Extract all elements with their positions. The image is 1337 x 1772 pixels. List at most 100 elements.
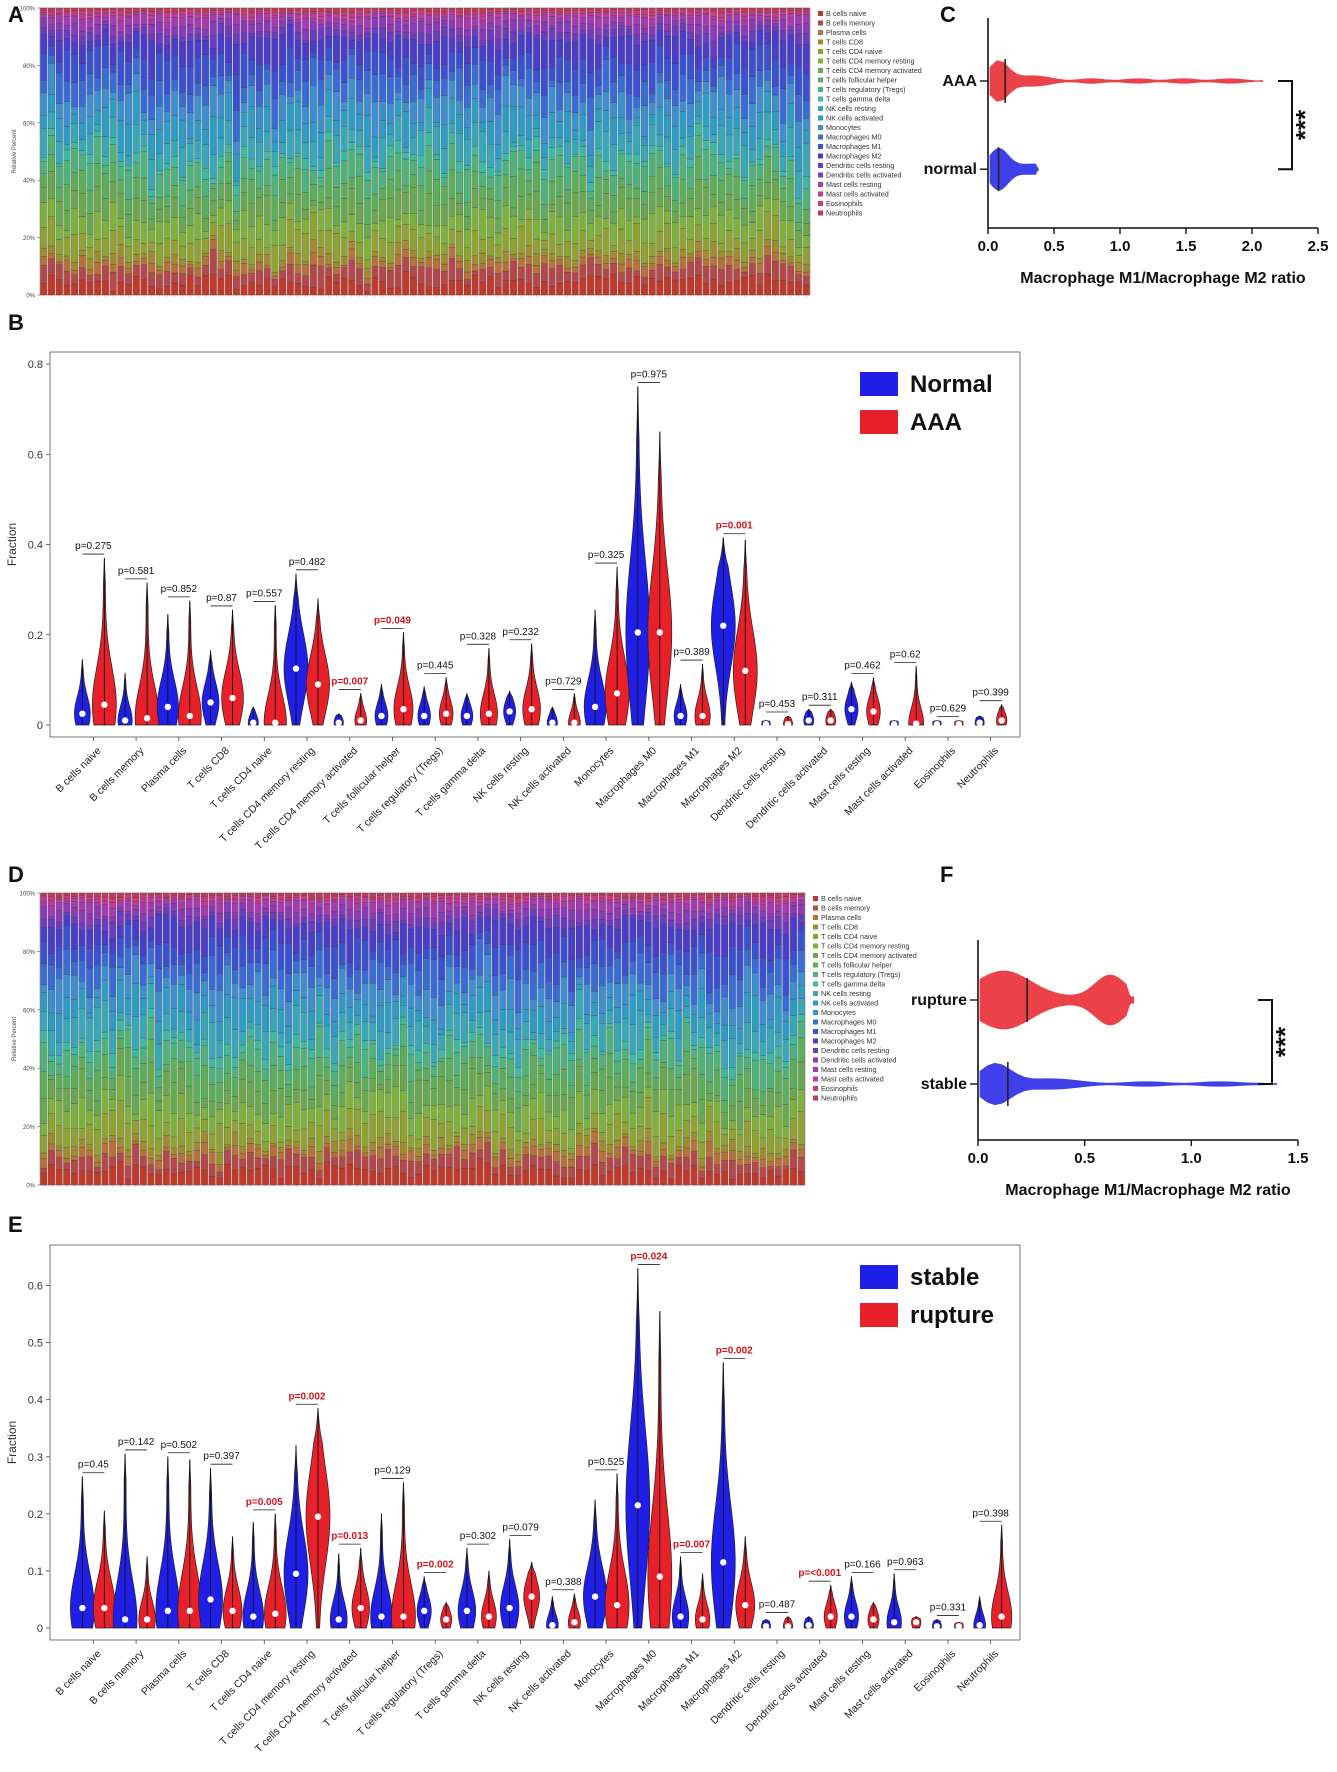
stacked-segment (484, 892, 491, 895)
stacked-segment (660, 1113, 667, 1144)
stacked-segment (63, 1049, 71, 1077)
stacked-segment (602, 30, 610, 38)
stacked-segment (717, 125, 725, 155)
stacked-segment (648, 153, 656, 177)
stacked-segment (178, 26, 186, 38)
stacked-segment (594, 155, 602, 178)
stacked-segment (471, 47, 479, 65)
stacked-segment (356, 100, 364, 115)
stacked-segment (494, 200, 502, 219)
stacked-segment (277, 1116, 285, 1143)
stacked-segment (371, 161, 379, 168)
stacked-segment (407, 1150, 415, 1162)
stacked-segment (579, 101, 587, 115)
stacked-segment (721, 956, 729, 985)
stacked-segment (471, 264, 479, 272)
pvalue-label: p=0.142 (118, 1437, 155, 1448)
stacked-segment (461, 950, 469, 968)
stacked-segment (614, 928, 622, 952)
stacked-segment (440, 95, 448, 125)
stacked-segment (617, 208, 625, 230)
stacked-segment (610, 251, 618, 259)
stacked-segment (186, 275, 194, 296)
stacked-segment (717, 154, 725, 164)
legend-label: Mast cells resting (821, 1065, 877, 1074)
stacked-segment (545, 928, 553, 958)
stacked-segment (376, 898, 384, 901)
stacked-segment (756, 30, 764, 46)
stacked-segment (55, 141, 63, 164)
stacked-segment (502, 174, 510, 189)
stacked-segment (308, 966, 316, 988)
stacked-segment (371, 266, 379, 278)
stacked-segment (517, 150, 525, 170)
stacked-segment (117, 179, 125, 194)
stacked-segment (560, 1155, 568, 1168)
stacked-segment (63, 900, 71, 904)
stacked-segment (468, 1068, 476, 1099)
stacked-segment (239, 1159, 247, 1168)
stacked-segment (690, 1058, 698, 1069)
stacked-segment (277, 902, 285, 913)
stacked-segment (216, 892, 224, 896)
stacked-segment (463, 63, 471, 86)
stacked-segment (332, 68, 340, 92)
stacked-segment (602, 24, 610, 31)
stacked-segment (239, 987, 247, 999)
stacked-segment (402, 39, 410, 58)
stacked-segment (794, 15, 802, 25)
stacked-segment (579, 17, 587, 24)
stacked-segment (363, 291, 371, 296)
stacked-segment (698, 1074, 706, 1100)
stacked-segment (55, 978, 63, 1014)
stacked-segment (522, 895, 530, 900)
stacked-segment (606, 902, 614, 914)
stacked-segment (556, 259, 564, 266)
pvalue-label: p=0.87 (206, 593, 237, 604)
stacked-segment (170, 1113, 178, 1138)
stacked-segment (602, 46, 610, 60)
stacked-segment (797, 894, 805, 897)
stacked-segment (690, 1014, 698, 1033)
stacked-segment (86, 275, 94, 283)
stacked-segment (671, 15, 679, 21)
stacked-segment (78, 14, 86, 20)
stacked-segment (194, 40, 202, 58)
stacked-segment (529, 1039, 537, 1044)
stacked-segment (109, 916, 117, 923)
stacked-segment (78, 255, 86, 268)
stacked-segment (797, 896, 805, 901)
stacked-segment (510, 84, 518, 107)
median-dot (485, 710, 493, 717)
stacked-segment (621, 1136, 629, 1148)
stacked-segment (271, 219, 279, 231)
stacked-segment (533, 92, 541, 116)
stacked-segment (625, 9, 633, 13)
stacked-segment (625, 259, 633, 269)
stacked-segment (155, 1021, 163, 1045)
stacked-segment (522, 1105, 530, 1134)
stacked-segment (440, 36, 448, 65)
stacked-segment (675, 1065, 683, 1078)
stacked-segment (484, 916, 491, 931)
stacked-segment (717, 12, 725, 18)
stacked-segment (117, 10, 125, 16)
stacked-segment (40, 941, 48, 964)
stacked-segment (713, 1153, 721, 1165)
stacked-segment (240, 87, 248, 103)
stacked-segment (325, 267, 333, 277)
stacked-segment (575, 984, 583, 990)
stacked-segment (325, 27, 333, 37)
stacked-segment (332, 233, 340, 263)
stacked-segment (148, 263, 156, 273)
stacked-segment (248, 179, 256, 204)
stacked-segment (484, 1137, 491, 1143)
stacked-segment (40, 895, 48, 898)
stacked-segment (155, 43, 163, 54)
stacked-segment (728, 1138, 736, 1151)
stacked-segment (629, 1172, 637, 1186)
stacked-segment (648, 102, 656, 115)
stacked-segment (767, 897, 775, 903)
stacked-segment (171, 197, 179, 218)
stacked-segment (148, 119, 156, 135)
